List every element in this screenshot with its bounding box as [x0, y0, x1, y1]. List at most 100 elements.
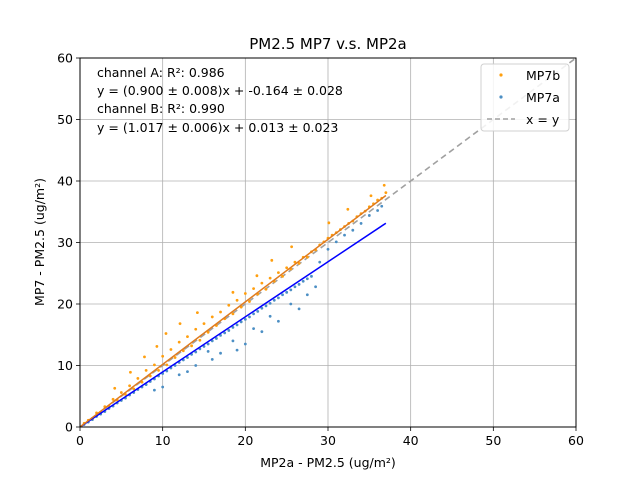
point-mp7a [260, 306, 264, 310]
point-mp7b [165, 363, 169, 367]
point-mp7b [164, 332, 168, 335]
point-mp7b [248, 300, 251, 303]
annotation-channel-b-r2: channel B: R²: 0.990 [97, 101, 225, 116]
point-mp7b [206, 330, 210, 334]
point-mp7a [177, 373, 181, 377]
point-mp7a [219, 351, 222, 355]
point-mp7b [382, 183, 386, 187]
point-mp7b [186, 335, 189, 338]
point-mp7b [202, 322, 206, 326]
point-mp7a [215, 337, 218, 340]
point-mp7a [252, 312, 256, 316]
point-mp7a [305, 293, 309, 297]
point-mp7b [132, 387, 136, 391]
point-mp7a [301, 279, 305, 283]
point-mp7a [186, 370, 189, 374]
point-mp7a [367, 214, 371, 217]
point-mp7a [227, 329, 231, 332]
point-mp7b [255, 274, 259, 278]
point-mp7a [206, 349, 210, 353]
point-mp7b [305, 255, 309, 259]
point-mp7b [129, 370, 132, 374]
legend-label-mp7b: MP7b [526, 68, 560, 83]
point-mp7a [186, 356, 189, 359]
point-mp7b [270, 258, 274, 262]
y-tick-label: 30 [57, 235, 73, 250]
y-tick-label: 50 [57, 112, 73, 127]
point-mp7a [297, 307, 301, 311]
legend-label-mp7a: MP7a [526, 90, 560, 105]
point-mp7b [297, 262, 301, 265]
point-mp7a [268, 301, 272, 305]
point-mp7a [343, 233, 346, 237]
point-mp7b [252, 287, 256, 291]
point-mp7a [359, 222, 363, 225]
point-mp7a [256, 309, 260, 313]
point-mp7a [268, 314, 272, 318]
point-mp7a [223, 331, 227, 335]
legend-marker-mp7a [499, 95, 503, 99]
point-mp7a [376, 209, 379, 212]
legend-box [480, 63, 570, 132]
point-mp7a [210, 357, 214, 361]
point-mp7a [318, 260, 322, 264]
point-mp7b [111, 397, 115, 401]
point-mp7a [231, 325, 235, 329]
point-mp7b [178, 322, 182, 326]
x-tick-label: 50 [485, 433, 501, 448]
point-mp7b [195, 311, 199, 315]
x-tick-label: 20 [237, 433, 253, 448]
fit-line-channel-a [79, 222, 387, 428]
point-mp7a [231, 339, 235, 343]
y-tick-label: 0 [65, 420, 73, 435]
point-mp7b [290, 245, 294, 249]
point-mp7a [351, 228, 355, 232]
point-mp7b [157, 369, 160, 372]
x-tick-label: 60 [568, 433, 584, 448]
point-mp7b [346, 207, 350, 211]
point-mp7a [293, 285, 297, 289]
point-mp7a [305, 277, 309, 281]
point-mp7b [231, 312, 235, 316]
annotation-channel-a-equation: y = (0.900 ± 0.008)x + -0.164 ± 0.028 [97, 83, 343, 98]
point-mp7b [136, 377, 140, 380]
point-mp7a [326, 247, 330, 251]
point-mp7b [194, 327, 198, 331]
point-mp7a [153, 388, 156, 392]
y-tick-label: 40 [57, 174, 73, 189]
point-mp7b [231, 290, 235, 294]
point-mp7b [219, 310, 222, 314]
y-axis-label: MP7 - PM2.5 (ug/m²) [32, 178, 47, 306]
point-mp7b [148, 374, 152, 378]
point-mp7b [227, 303, 231, 307]
annotation-channel-b-equation: y = (1.017 ± 0.006)x + 0.013 ± 0.023 [97, 120, 338, 135]
point-mp7b [327, 221, 331, 225]
point-mp7b [369, 194, 373, 198]
point-mp7a [194, 350, 198, 354]
point-mp7b [281, 274, 284, 278]
point-mp7b [210, 315, 214, 319]
point-mp7b [260, 281, 264, 285]
point-mp7a [252, 327, 256, 330]
point-mp7a [243, 342, 247, 346]
point-mp7a [248, 315, 251, 319]
fit-line-channel-b [79, 194, 387, 428]
point-mp7a [235, 323, 239, 327]
point-mp7a [161, 385, 165, 389]
point-mp7a [380, 204, 384, 208]
x-tick-label: 10 [155, 433, 171, 448]
point-mp7b [128, 384, 132, 388]
x-tick-label: 40 [403, 433, 419, 448]
point-mp7a [264, 304, 268, 308]
point-mp7b [264, 287, 268, 291]
fit-annotations: channel A: R²: 0.986 y = (0.900 ± 0.008)… [97, 65, 343, 135]
point-mp7b [113, 386, 117, 390]
point-mp7b [119, 391, 123, 394]
point-mp7b [285, 266, 289, 270]
chart-title: PM2.5 MP7 v.s. MP2a [249, 35, 406, 53]
legend-label-x-equals-y: x = y [526, 112, 560, 127]
point-mp7b [153, 363, 156, 367]
point-mp7a [235, 348, 239, 352]
legend-marker-mp7b [499, 73, 503, 77]
